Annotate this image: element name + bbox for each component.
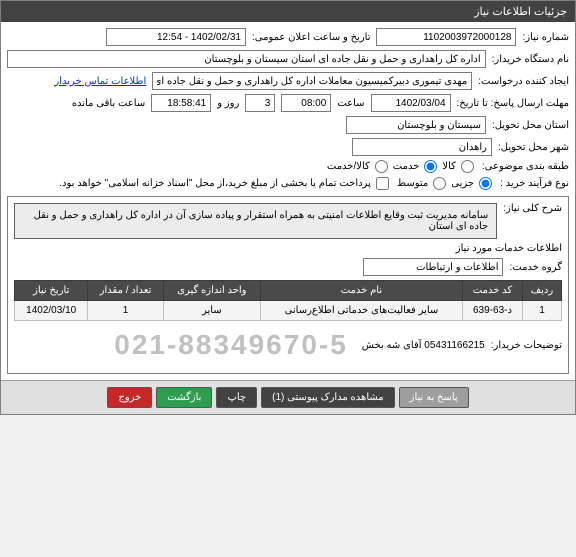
attachments-label: مشاهده مدارک پیوستی (1)	[272, 392, 384, 403]
province-field[interactable]	[346, 116, 486, 134]
big-phone-number: 021-88349670-5	[106, 327, 356, 363]
buyer-notes-label: توضیحات خریدار:	[491, 340, 562, 351]
window-title: جزئیات اطلاعات نیاز	[474, 6, 567, 18]
purchase-type-group: جزیی متوسط	[397, 177, 494, 190]
reply-button[interactable]: پاسخ به نیاز	[399, 387, 469, 408]
city-label: شهر محل تحویل:	[498, 142, 569, 153]
announce-label: تاریخ و ساعت اعلان عمومی:	[252, 32, 371, 43]
col-qty: تعداد / مقدار	[88, 281, 163, 301]
time-label-1: ساعت	[337, 98, 364, 109]
col-need-date: تاریخ نیاز	[15, 281, 88, 301]
province-label: استان محل تحویل:	[492, 120, 569, 131]
purchase-note-group: پرداخت تمام یا بخشی از مبلغ خرید،از محل …	[59, 177, 391, 190]
cell-service-name: سایر فعالیت‌های خدماتی اطلاع‌رسانی	[260, 301, 462, 321]
opt-kala-khadmat: کالا/خدمت	[327, 161, 370, 172]
cell-need-date: 1402/03/10	[15, 301, 88, 321]
subject-type-group: کالا خدمت کالا/خدمت	[327, 160, 476, 173]
days-field[interactable]	[245, 94, 275, 112]
service-group-label: گروه خدمت:	[509, 262, 562, 273]
footer-buttons: پاسخ به نیاز مشاهده مدارک پیوستی (1) چاپ…	[1, 380, 575, 414]
city-field[interactable]	[352, 138, 492, 156]
purchase-type-label: نوع فرآیند خرید :	[500, 178, 569, 189]
radio-minor[interactable]	[479, 177, 492, 190]
contact-link[interactable]: اطلاعات تماس خریدار	[54, 76, 146, 87]
desc-text: سامانه مدیریت ثبت وقایع اطلاعات امنیتی ب…	[14, 203, 497, 239]
need-no-field[interactable]	[376, 28, 516, 46]
print-button[interactable]: چاپ	[216, 387, 257, 408]
reply-label: پاسخ به نیاز	[410, 392, 458, 403]
radio-kala[interactable]	[461, 160, 474, 173]
cell-qty: 1	[88, 301, 163, 321]
col-service-name: نام خدمت	[260, 281, 462, 301]
service-group-field[interactable]	[363, 258, 503, 276]
services-table: ردیف کد خدمت نام خدمت واحد اندازه گیری ت…	[14, 280, 562, 321]
creator-field[interactable]	[152, 72, 472, 90]
col-row-no: ردیف	[523, 281, 562, 301]
cell-unit: سایر	[163, 301, 260, 321]
radio-kala-khadmat[interactable]	[375, 160, 388, 173]
remaining-label: ساعت باقی مانده	[72, 98, 145, 109]
purchase-note: پرداخت تمام یا بخشی از مبلغ خرید،از محل …	[59, 178, 371, 189]
opt-minor: جزیی	[451, 178, 474, 189]
print-label: چاپ	[227, 392, 246, 403]
need-no-label: شماره نیاز:	[522, 32, 569, 43]
days-label: روز و	[217, 98, 239, 109]
cell-row-no: 1	[523, 301, 562, 321]
exit-button[interactable]: خروج	[107, 387, 152, 408]
back-label: بازگشت	[167, 392, 201, 403]
attachments-button[interactable]: مشاهده مدارک پیوستی (1)	[261, 387, 395, 408]
announce-field[interactable]	[106, 28, 246, 46]
cell-service-code: د-63-639	[462, 301, 522, 321]
need-details-window: جزئیات اطلاعات نیاز شماره نیاز: تاریخ و …	[0, 0, 576, 415]
remaining-time-field[interactable]	[151, 94, 211, 112]
radio-khadmat[interactable]	[424, 160, 437, 173]
exit-label: خروج	[118, 392, 141, 403]
opt-khadmat: خدمت	[393, 161, 420, 172]
services-info-label: اطلاعات خدمات مورد نیاز	[14, 243, 562, 254]
table-header-row: ردیف کد خدمت نام خدمت واحد اندازه گیری ت…	[15, 281, 562, 301]
subject-type-label: طبقه بندی موضوعی:	[482, 161, 569, 172]
col-service-code: کد خدمت	[462, 281, 522, 301]
window-header: جزئیات اطلاعات نیاز	[1, 1, 575, 22]
buyer-org-label: نام دستگاه خریدار:	[492, 54, 569, 65]
checkbox-treasury[interactable]	[376, 177, 389, 190]
back-button[interactable]: بازگشت	[156, 387, 212, 408]
buyer-org-field[interactable]	[7, 50, 486, 68]
opt-kala: کالا	[442, 161, 456, 172]
description-box: شرح کلی نیاز: سامانه مدیریت ثبت وقایع اط…	[7, 196, 569, 374]
content-area: شماره نیاز: تاریخ و ساعت اعلان عمومی: نا…	[1, 22, 575, 380]
deadline-label: مهلت ارسال پاسخ: تا تاریخ:	[457, 98, 569, 109]
deadline-date-field[interactable]	[371, 94, 451, 112]
col-unit: واحد اندازه گیری	[163, 281, 260, 301]
buyer-notes: 05431166215 آقای شه بخش	[362, 340, 485, 351]
radio-medium[interactable]	[433, 177, 446, 190]
deadline-time-field[interactable]	[281, 94, 331, 112]
creator-label: ایجاد کننده درخواست:	[478, 76, 569, 87]
desc-label: شرح کلی نیاز:	[503, 203, 562, 214]
table-row[interactable]: 1 د-63-639 سایر فعالیت‌های خدماتی اطلاع‌…	[15, 301, 562, 321]
opt-medium: متوسط	[397, 178, 428, 189]
